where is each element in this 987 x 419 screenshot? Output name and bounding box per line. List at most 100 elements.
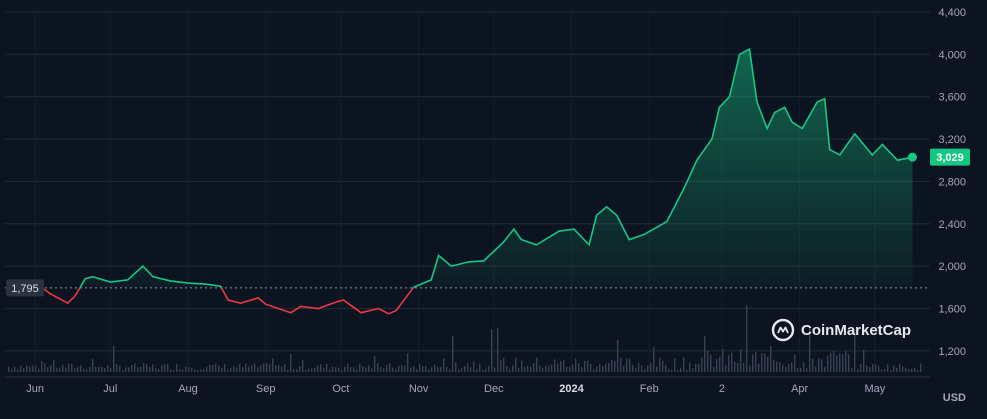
volume-bar bbox=[365, 367, 367, 372]
volume-bar bbox=[605, 363, 607, 372]
volume-bar bbox=[890, 369, 892, 372]
volume-bar bbox=[596, 366, 598, 372]
volume-bar bbox=[134, 363, 136, 372]
volume-bar bbox=[56, 368, 58, 372]
volume-bar bbox=[359, 364, 361, 372]
x-tick-label: Oct bbox=[332, 383, 349, 395]
volume-bar bbox=[773, 359, 775, 372]
volume-bar bbox=[65, 367, 67, 372]
volume-bar bbox=[509, 369, 511, 372]
volume-bar bbox=[701, 357, 703, 372]
volume-bar bbox=[842, 354, 844, 372]
volume-bar bbox=[770, 345, 772, 372]
volume-bar bbox=[725, 364, 727, 372]
volume-bar bbox=[401, 365, 403, 372]
y-tick-label: 4,400 bbox=[938, 7, 966, 19]
current-price-label: 3,029 bbox=[936, 152, 964, 164]
volume-bar bbox=[380, 367, 382, 372]
volume-bar bbox=[737, 363, 739, 372]
volume-bar bbox=[182, 369, 184, 372]
volume-bar bbox=[293, 368, 295, 372]
volume-bar bbox=[281, 366, 283, 372]
volume-bar bbox=[176, 364, 178, 372]
volume-bar bbox=[527, 365, 529, 372]
volume-bar bbox=[617, 339, 619, 372]
volume-bar bbox=[152, 364, 154, 372]
volume-bar bbox=[497, 328, 499, 372]
volume-bar bbox=[857, 368, 859, 372]
volume-bar bbox=[17, 369, 19, 372]
volume-bar bbox=[854, 332, 856, 372]
volume-bar bbox=[395, 368, 397, 372]
volume-bar bbox=[476, 368, 478, 372]
volume-bar bbox=[494, 367, 496, 372]
volume-bar bbox=[470, 367, 472, 372]
volume-bar bbox=[485, 368, 487, 372]
volume-bar bbox=[587, 360, 589, 372]
volume-bar bbox=[500, 360, 502, 372]
coinmarketcap-logo-icon bbox=[771, 318, 795, 342]
volume-bar bbox=[332, 366, 334, 372]
x-tick-label: Jun bbox=[26, 383, 44, 395]
volume-bar bbox=[197, 369, 199, 372]
volume-bar bbox=[491, 329, 493, 372]
volume-bar bbox=[119, 365, 121, 372]
volume-bar bbox=[614, 360, 616, 372]
volume-bar bbox=[317, 365, 319, 372]
volume-bar bbox=[113, 345, 115, 372]
volume-bar bbox=[818, 358, 820, 372]
volume-bar bbox=[887, 364, 889, 372]
volume-bar bbox=[407, 353, 409, 372]
volume-bar bbox=[512, 365, 514, 372]
volume-bar bbox=[821, 359, 823, 372]
volume-bar bbox=[839, 353, 841, 372]
volume-bar bbox=[557, 363, 559, 372]
volume-bar bbox=[26, 365, 28, 372]
volume-bar bbox=[296, 368, 298, 372]
volume-bar bbox=[44, 363, 46, 372]
volume-bar bbox=[362, 366, 364, 372]
volume-bar bbox=[170, 369, 172, 372]
volume-bar bbox=[533, 363, 535, 372]
volume-bar bbox=[272, 358, 274, 372]
volume-bar bbox=[695, 363, 697, 372]
volume-bar bbox=[554, 359, 556, 372]
volume-bar bbox=[11, 369, 13, 372]
volume-bar bbox=[761, 353, 763, 372]
volume-bar bbox=[68, 363, 70, 372]
y-tick-label: 3,600 bbox=[938, 92, 966, 104]
volume-bar bbox=[347, 363, 349, 372]
volume-bar bbox=[851, 367, 853, 372]
volume-bar bbox=[698, 363, 700, 372]
volume-bar bbox=[47, 367, 49, 372]
volume-bar bbox=[116, 363, 118, 372]
volume-bar bbox=[479, 363, 481, 372]
volume-bar bbox=[911, 368, 913, 372]
volume-bar bbox=[686, 369, 688, 372]
x-tick-label: Aug bbox=[178, 383, 198, 395]
volume-bar bbox=[440, 366, 442, 372]
volume-bar bbox=[233, 365, 235, 372]
volume-bar bbox=[86, 369, 88, 372]
volume-bar bbox=[893, 365, 895, 372]
volume-bar bbox=[632, 365, 634, 372]
volume-bar bbox=[392, 367, 394, 372]
volume-bar bbox=[749, 365, 751, 372]
volume-bar bbox=[845, 350, 847, 372]
volume-bar bbox=[431, 367, 433, 372]
volume-bar bbox=[920, 363, 922, 372]
volume-bar bbox=[368, 364, 370, 372]
volume-bar bbox=[869, 367, 871, 372]
volume-bar bbox=[896, 367, 898, 372]
y-axis: 1,200 1,600 2,000 2,400 2,800 3,200 3,600 4,000… bbox=[938, 7, 966, 358]
volume-bar bbox=[767, 356, 769, 372]
volume-bar bbox=[446, 366, 448, 372]
volume-bar bbox=[50, 365, 52, 372]
volume-bar bbox=[704, 336, 706, 372]
volume-bar bbox=[584, 360, 586, 372]
volume-bar bbox=[824, 367, 826, 372]
baseline-label: 1,795 bbox=[11, 283, 39, 295]
baseline-badge: 1,795 bbox=[6, 279, 44, 297]
